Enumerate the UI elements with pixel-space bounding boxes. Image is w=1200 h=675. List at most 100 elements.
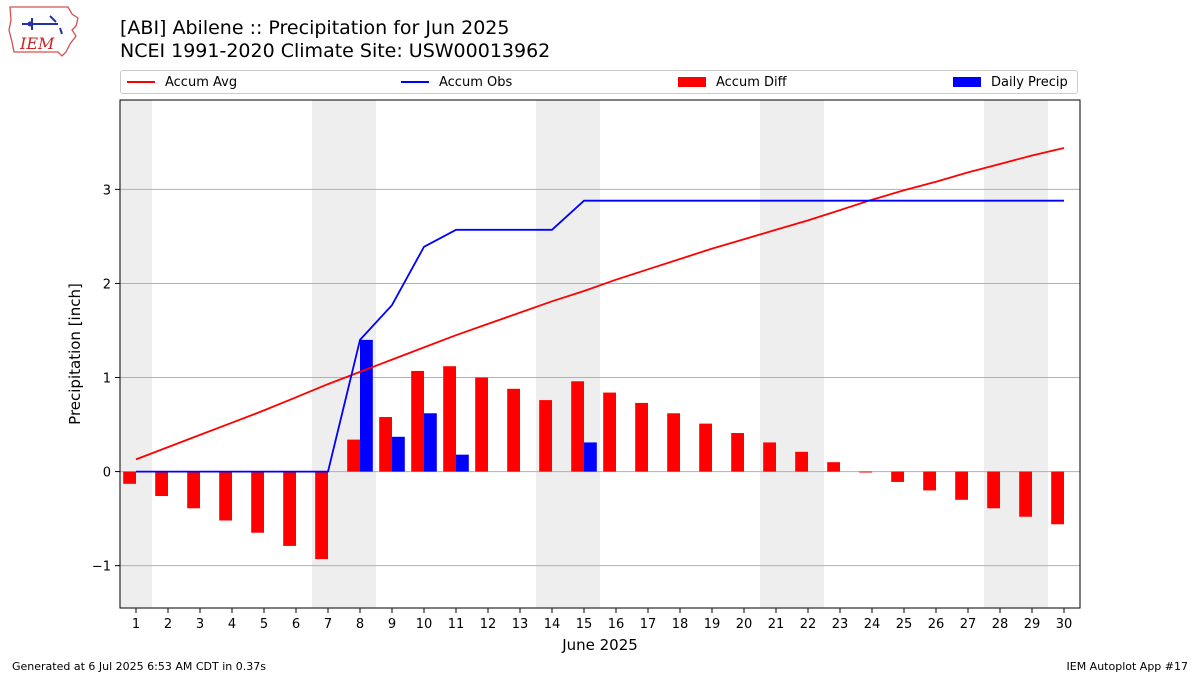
legend-label-daily-precip: Daily Precip xyxy=(991,74,1068,90)
accum-diff-bar-10 xyxy=(411,370,424,472)
legend-swatch-accum-diff xyxy=(678,77,706,87)
chart-title: [ABI] Abilene :: Precipitation for Jun 2… xyxy=(120,17,510,39)
accum-diff-bar-26 xyxy=(923,471,936,491)
legend-swatch-accum-obs xyxy=(401,81,429,83)
weekend-shade-1 xyxy=(120,100,152,608)
x-tick-label: 16 xyxy=(608,617,625,632)
accum-diff-bar-19 xyxy=(699,423,712,472)
weekend-shade-22 xyxy=(792,100,824,608)
daily-precip-bar-8 xyxy=(360,339,373,472)
accum-diff-bar-9 xyxy=(379,417,392,472)
weekend-shade-28 xyxy=(984,100,1016,608)
weekend-shade-21 xyxy=(760,100,792,608)
accum-diff-bar-24 xyxy=(859,471,872,473)
plot-frame xyxy=(119,99,1081,609)
x-tick-label: 19 xyxy=(704,617,721,632)
x-tick-label: 4 xyxy=(228,617,236,632)
x-tick-label: 10 xyxy=(416,617,433,632)
x-tick-label: 9 xyxy=(388,617,396,632)
legend-item-accum-avg: Accum Avg xyxy=(127,74,237,90)
x-tick-label: 23 xyxy=(832,617,849,632)
weekend-shade-14 xyxy=(536,100,568,608)
x-tick-label: 7 xyxy=(324,617,332,632)
x-tick-label: 3 xyxy=(196,617,204,632)
accum-obs-line xyxy=(136,199,1064,473)
accum-diff-bar-22 xyxy=(795,451,808,472)
iem-logo: IEM xyxy=(8,6,79,57)
x-tick-label: 30 xyxy=(1056,617,1073,632)
legend-label-accum-obs: Accum Obs xyxy=(439,74,513,90)
x-tick-label: 17 xyxy=(640,617,657,632)
accum-diff-bar-12 xyxy=(475,377,488,472)
legend-swatch-daily-precip xyxy=(953,77,981,87)
x-tick-label: 26 xyxy=(928,617,945,632)
accum-diff-bar-1 xyxy=(123,471,136,484)
accum-diff-bar-29 xyxy=(1019,471,1032,517)
daily-precip-bar-15 xyxy=(584,442,597,472)
x-tick-label: 12 xyxy=(480,617,497,632)
accum-avg-line xyxy=(135,147,1065,461)
accum-diff-bar-17 xyxy=(635,402,648,472)
generated-timestamp: Generated at 6 Jul 2025 6:53 AM CDT in 0… xyxy=(12,660,266,673)
accum-diff-bar-3 xyxy=(187,471,200,509)
legend-item-accum-diff: Accum Diff xyxy=(678,74,787,90)
x-tick-label: 27 xyxy=(960,617,977,632)
x-tick-label: 1 xyxy=(132,617,140,632)
y-axis-label: Precipitation [inch] xyxy=(66,283,84,425)
daily-precip-bar-10 xyxy=(424,413,437,472)
y-tick-label: 2 xyxy=(103,277,111,292)
accum-diff-bar-5 xyxy=(251,471,264,533)
x-tick-label: 11 xyxy=(448,617,465,632)
accum-diff-bar-25 xyxy=(891,471,904,482)
daily-precip-bar-9 xyxy=(392,436,405,472)
weekend-shade-29 xyxy=(1016,100,1048,608)
legend-label-accum-avg: Accum Avg xyxy=(165,74,238,90)
logo-dot xyxy=(27,21,33,27)
x-tick-label: 15 xyxy=(576,617,593,632)
x-tick-label: 21 xyxy=(768,617,785,632)
y-tick-label: 3 xyxy=(103,183,111,198)
x-tick-label: 24 xyxy=(864,617,881,632)
y-tick-label: 0 xyxy=(103,466,111,481)
x-tick-label: 18 xyxy=(672,617,689,632)
accum-diff-bar-8 xyxy=(347,439,360,472)
x-tick-label: 25 xyxy=(896,617,913,632)
accum-diff-bar-27 xyxy=(955,471,968,500)
legend: Accum Avg Accum Obs Accum Diff Daily Pre… xyxy=(120,70,1078,94)
accum-diff-bar-21 xyxy=(763,442,776,472)
accum-diff-bar-4 xyxy=(219,471,232,521)
x-tick-label: 20 xyxy=(736,617,753,632)
x-tick-label: 6 xyxy=(292,617,300,632)
accum-diff-bar-23 xyxy=(827,462,840,472)
x-tick-label: 22 xyxy=(800,617,817,632)
accum-diff-bar-11 xyxy=(443,366,456,472)
accum-diff-bar-18 xyxy=(667,413,680,472)
accum-diff-bar-2 xyxy=(155,471,168,497)
accum-diff-bar-7 xyxy=(315,471,328,560)
accum-diff-bar-13 xyxy=(507,388,520,472)
accum-diff-bar-30 xyxy=(1051,471,1064,525)
legend-swatch-accum-avg xyxy=(127,81,155,83)
legend-label-accum-diff: Accum Diff xyxy=(716,74,787,90)
daily-precip-bar-11 xyxy=(456,454,469,472)
x-tick-label: 2 xyxy=(164,617,172,632)
chart-subtitle: NCEI 1991-2020 Climate Site: USW00013962 xyxy=(120,40,551,62)
x-tick-label: 13 xyxy=(512,617,529,632)
accum-diff-bar-14 xyxy=(539,400,552,472)
x-tick-label: 8 xyxy=(356,617,364,632)
y-tick-label: 1 xyxy=(103,372,111,387)
accum-diff-bar-20 xyxy=(731,433,744,472)
legend-item-daily-precip: Daily Precip xyxy=(953,74,1068,90)
iowa-outline xyxy=(8,6,79,57)
accum-diff-bar-15 xyxy=(571,381,584,472)
y-tick-label: −1 xyxy=(92,560,111,575)
x-tick-label: 28 xyxy=(992,617,1009,632)
weekend-shade-15 xyxy=(568,100,600,608)
app-id-label: IEM Autoplot App #17 xyxy=(1066,660,1189,673)
accum-diff-bar-16 xyxy=(603,392,616,472)
legend-item-accum-obs: Accum Obs xyxy=(401,74,512,90)
x-tick-label: 5 xyxy=(260,617,268,632)
logo-text: IEM xyxy=(19,34,55,53)
accum-diff-bar-28 xyxy=(987,471,1000,509)
